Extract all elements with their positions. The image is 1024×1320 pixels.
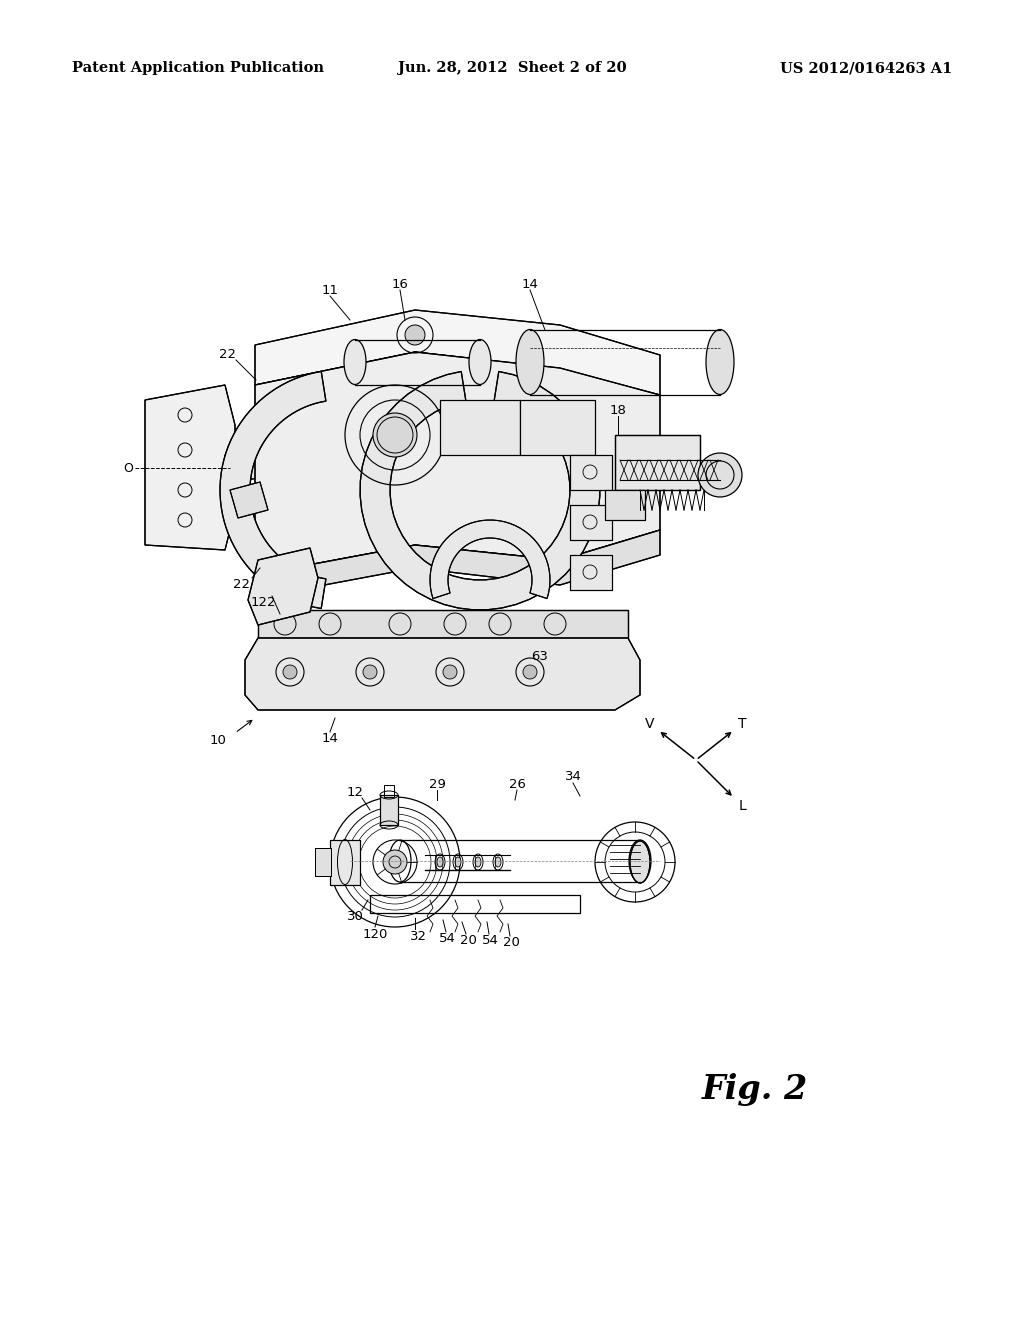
Polygon shape <box>360 371 600 610</box>
Polygon shape <box>225 450 260 482</box>
Text: 54: 54 <box>438 932 456 945</box>
Text: T: T <box>737 717 746 731</box>
Polygon shape <box>430 520 550 598</box>
Bar <box>570 554 612 590</box>
Text: V: V <box>645 717 654 731</box>
Text: L: L <box>738 799 745 813</box>
Bar <box>315 847 331 876</box>
Bar <box>258 610 628 638</box>
Text: 34: 34 <box>564 770 582 783</box>
Ellipse shape <box>469 339 490 384</box>
Text: Patent Application Publication: Patent Application Publication <box>72 61 324 75</box>
Text: 10: 10 <box>210 734 226 747</box>
Text: 120: 120 <box>362 928 388 940</box>
Bar <box>440 400 520 455</box>
Text: 20: 20 <box>460 933 476 946</box>
Bar <box>384 785 394 797</box>
Circle shape <box>362 665 377 678</box>
Text: 11: 11 <box>322 284 339 297</box>
Text: 32: 32 <box>410 929 427 942</box>
Text: 18: 18 <box>609 404 627 417</box>
Circle shape <box>698 453 742 498</box>
Bar <box>570 455 612 490</box>
Bar <box>615 436 700 490</box>
Bar <box>315 847 331 876</box>
Text: O: O <box>123 462 133 474</box>
Bar <box>570 554 612 590</box>
Bar <box>615 436 700 490</box>
Polygon shape <box>255 310 660 395</box>
Circle shape <box>406 325 425 345</box>
Bar <box>605 490 645 520</box>
Bar <box>370 895 580 913</box>
Bar <box>570 506 612 540</box>
Circle shape <box>283 665 297 678</box>
Bar <box>380 795 398 825</box>
Text: 14: 14 <box>521 277 539 290</box>
Ellipse shape <box>516 330 544 395</box>
Text: Fig. 2: Fig. 2 <box>701 1073 808 1106</box>
Polygon shape <box>248 548 318 624</box>
Text: 122: 122 <box>250 595 275 609</box>
Text: 14: 14 <box>322 731 339 744</box>
Bar <box>380 795 398 825</box>
Polygon shape <box>255 352 660 576</box>
Ellipse shape <box>630 841 650 883</box>
Text: 20: 20 <box>503 936 519 949</box>
Bar <box>605 490 645 520</box>
Bar <box>330 840 360 884</box>
Polygon shape <box>145 385 234 550</box>
Ellipse shape <box>344 339 366 384</box>
Bar <box>570 506 612 540</box>
Ellipse shape <box>455 857 461 867</box>
Circle shape <box>443 665 457 678</box>
Polygon shape <box>245 638 640 710</box>
Text: Jun. 28, 2012  Sheet 2 of 20: Jun. 28, 2012 Sheet 2 of 20 <box>397 61 627 75</box>
Ellipse shape <box>706 330 734 395</box>
Ellipse shape <box>495 857 501 867</box>
Bar <box>258 610 628 638</box>
Text: 54: 54 <box>481 933 499 946</box>
Bar <box>440 400 520 455</box>
Text: 22: 22 <box>233 578 251 591</box>
Text: 12: 12 <box>346 785 364 799</box>
Bar <box>330 840 360 884</box>
Circle shape <box>383 850 407 874</box>
Text: 30: 30 <box>346 909 364 923</box>
Ellipse shape <box>437 857 443 867</box>
Ellipse shape <box>475 857 481 867</box>
Circle shape <box>373 413 417 457</box>
Polygon shape <box>230 482 268 517</box>
Text: 29: 29 <box>429 777 445 791</box>
Polygon shape <box>255 531 660 598</box>
Text: 26: 26 <box>509 777 525 791</box>
Circle shape <box>523 665 537 678</box>
Text: 22: 22 <box>219 347 237 360</box>
Text: 63: 63 <box>531 649 549 663</box>
Bar <box>570 455 612 490</box>
Text: US 2012/0164263 A1: US 2012/0164263 A1 <box>779 61 952 75</box>
Polygon shape <box>220 371 326 609</box>
Bar <box>520 400 595 455</box>
Text: 16: 16 <box>391 277 409 290</box>
Bar <box>520 400 595 455</box>
